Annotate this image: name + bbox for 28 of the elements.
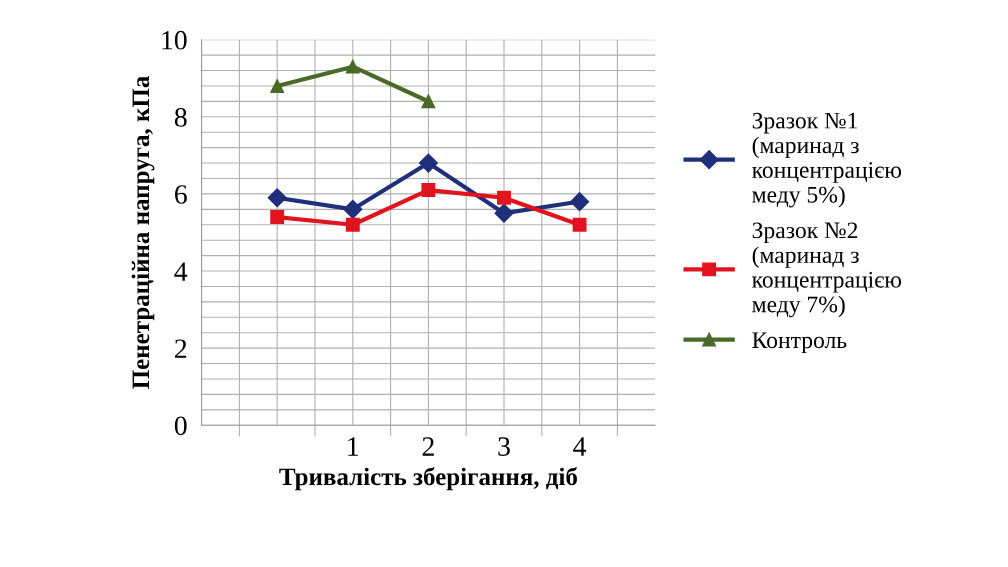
x-tick-label: 1 [348, 437, 359, 456]
y-tick-label: 0 [174, 416, 187, 436]
point [418, 153, 438, 173]
y-tick-label: 6 [175, 185, 187, 204]
point [345, 217, 360, 232]
x-tick-label: 4 [573, 437, 587, 456]
point [497, 190, 511, 205]
y-axis-title: Пенетраційна напруга, кПа [131, 76, 155, 389]
point [494, 203, 514, 223]
y-tick-label: 8 [174, 107, 187, 127]
y-tick-label: 4 [174, 262, 188, 281]
legend-label: Зразок №2 (маринад з концентрацією меду 7%) [752, 222, 902, 318]
x-tick-label: 2 [422, 437, 434, 456]
point [270, 210, 285, 224]
y-tick-label: 10 [162, 30, 187, 50]
point [343, 199, 363, 219]
point [570, 192, 590, 212]
y-tick-label: 2 [175, 339, 187, 358]
point [421, 183, 436, 198]
x-tick-label: 3 [498, 437, 510, 456]
point [345, 59, 360, 74]
legend-label: Зразок №1 (маринад з концентрацією меду 5%) [752, 112, 902, 208]
x-axis-title: Тривалість зберігання, діб [279, 467, 577, 491]
point [270, 79, 285, 93]
point [421, 94, 436, 109]
point [572, 217, 587, 232]
legend-label: Контроль [752, 332, 847, 353]
point [267, 188, 287, 208]
